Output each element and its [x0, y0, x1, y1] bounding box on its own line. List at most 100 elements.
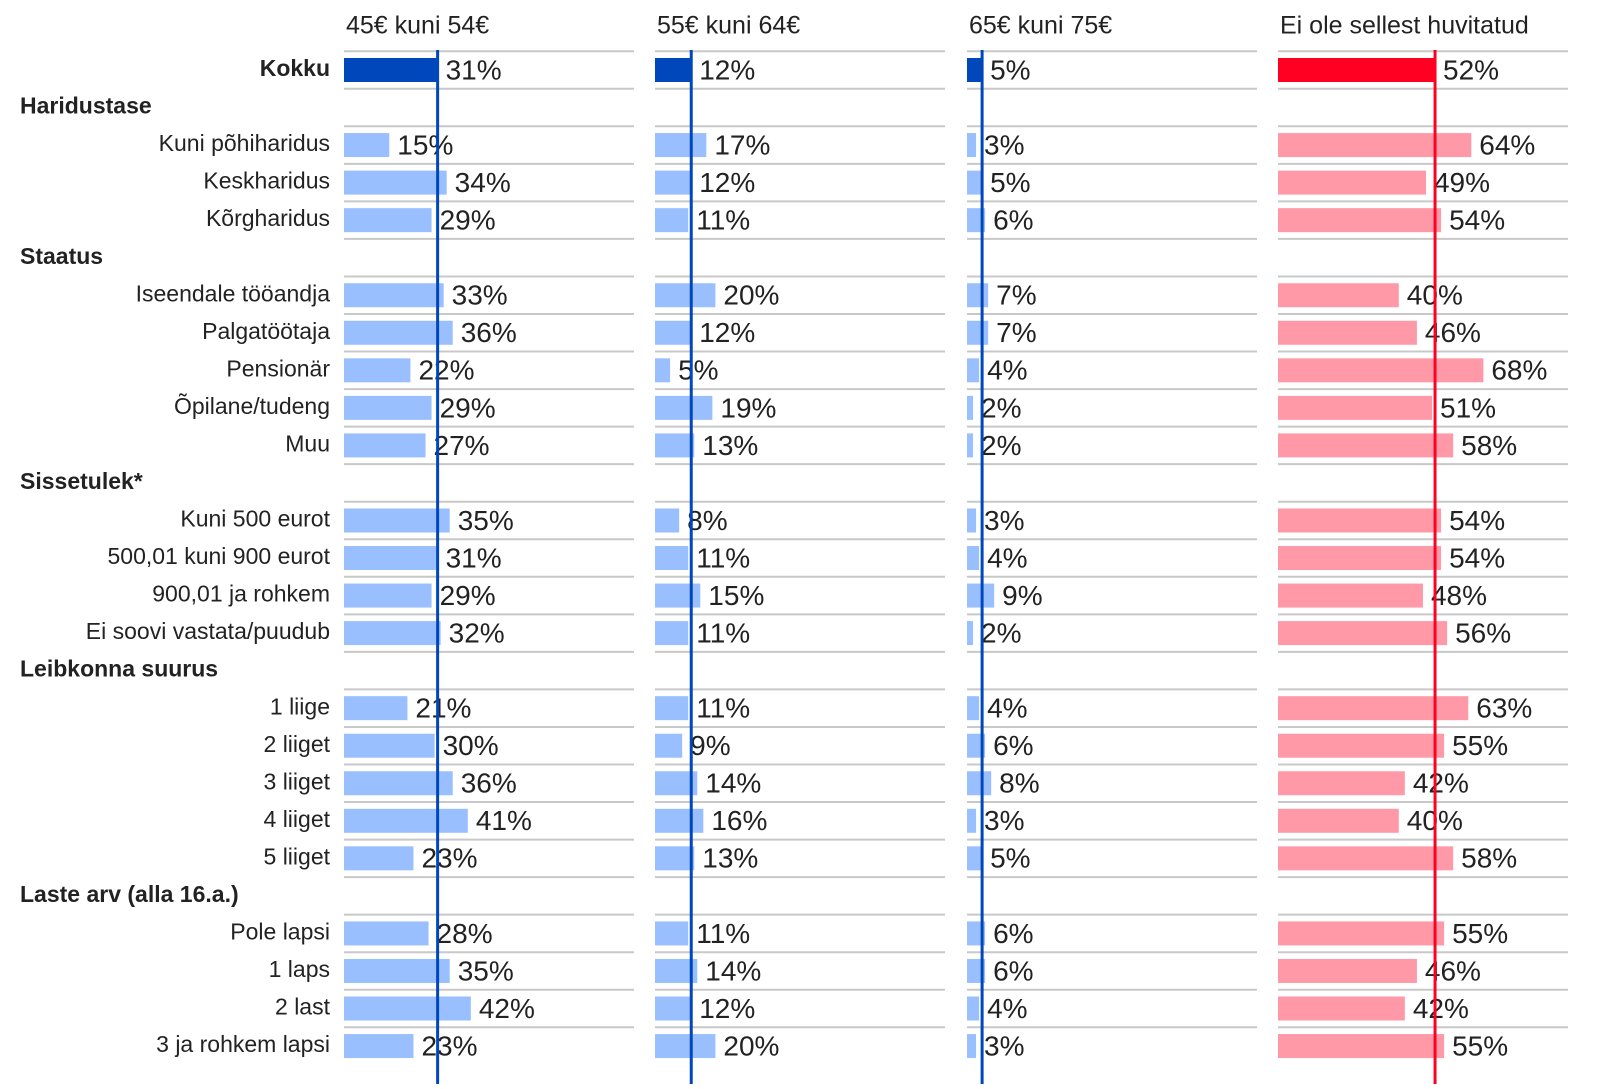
bar-label: 29% [440, 580, 496, 611]
total-bar-label: 52% [1443, 54, 1499, 85]
bar [344, 508, 450, 533]
bar-label: 7% [996, 317, 1036, 348]
category-label: 900,01 ja rohkem [152, 581, 330, 607]
bar-label: 48% [1431, 580, 1487, 611]
bar-label: 13% [702, 843, 758, 874]
bar [655, 921, 689, 946]
bar-label: 3% [984, 1030, 1024, 1061]
bar [1278, 921, 1445, 946]
group-header: Laste arv (alla 16.a.) [20, 881, 239, 907]
bar [344, 133, 390, 158]
bar-label: 33% [452, 280, 508, 311]
total-bar [344, 58, 438, 82]
category-label: 500,01 kuni 900 eurot [107, 543, 330, 569]
category-label: 3 liiget [264, 768, 331, 794]
bar-label: 54% [1449, 205, 1505, 236]
bar [967, 846, 983, 871]
bar-label: 2% [981, 617, 1021, 648]
bar [655, 583, 701, 608]
bar [344, 733, 435, 758]
bar [1278, 621, 1448, 646]
bar [655, 846, 695, 871]
bar-label: 9% [1002, 580, 1042, 611]
bar-label: 5% [990, 843, 1030, 874]
bar-label: 31% [446, 542, 502, 573]
bar-label: 29% [440, 205, 496, 236]
bar-label: 34% [455, 167, 511, 198]
bar-label: 4% [987, 355, 1027, 386]
bar [344, 546, 438, 571]
bar-label: 6% [993, 955, 1033, 986]
bar [344, 395, 432, 420]
bar-label: 4% [987, 993, 1027, 1024]
bar [967, 133, 977, 158]
bar-label: 11% [696, 617, 750, 648]
bar-label: 51% [1440, 392, 1496, 423]
total-bar [967, 58, 983, 82]
category-label: Iseendale tööandja [136, 280, 331, 306]
bar [1278, 696, 1469, 721]
group-header: Haridustase [20, 93, 152, 119]
bar [1278, 508, 1442, 533]
bar [655, 170, 692, 195]
bar [344, 358, 411, 383]
bar [1278, 733, 1445, 758]
bar-label: 14% [705, 768, 761, 799]
bar [655, 546, 689, 571]
bar-label: 68% [1491, 355, 1547, 386]
bar-label: 17% [714, 129, 770, 160]
category-label: Kuni põhiharidus [159, 130, 330, 156]
bar [967, 283, 989, 308]
category-label: Pensionär [226, 355, 330, 381]
bar [655, 621, 689, 646]
category-label: Pole lapsi [230, 918, 330, 944]
category-label: 1 laps [269, 956, 330, 982]
bar-label: 35% [458, 505, 514, 536]
bar-label: 3% [984, 129, 1024, 160]
bar-label: 12% [699, 167, 755, 198]
bar-label: 49% [1434, 167, 1490, 198]
bar-label: 12% [699, 317, 755, 348]
bar [967, 395, 974, 420]
category-label: 4 liiget [264, 806, 331, 832]
bar [1278, 358, 1484, 383]
bar-label: 3% [984, 505, 1024, 536]
bar [967, 1034, 977, 1059]
bar [344, 808, 468, 833]
bar-label: 58% [1461, 430, 1517, 461]
bar-label: 42% [479, 993, 535, 1024]
bar [1278, 208, 1442, 233]
bar-label: 11% [696, 918, 750, 949]
bar [1278, 846, 1454, 871]
bar [1278, 996, 1405, 1021]
bar-label: 22% [418, 355, 474, 386]
category-label: Kõrgharidus [206, 205, 330, 231]
bar [1278, 583, 1423, 608]
bar-label: 9% [690, 730, 730, 761]
bar [344, 320, 453, 345]
bar [344, 958, 450, 983]
bar [1278, 1034, 1445, 1059]
bar-label: 27% [434, 430, 490, 461]
bar [655, 696, 689, 721]
bar-label: 29% [440, 392, 496, 423]
bar [1278, 395, 1433, 420]
bar [344, 583, 432, 608]
bar [1278, 133, 1472, 158]
total-bar-label: 31% [446, 54, 502, 85]
bar-label: 8% [999, 768, 1039, 799]
bar-label: 4% [987, 693, 1027, 724]
bar-label: 11% [696, 693, 750, 724]
series-name: 45€ kuni 54€ [346, 12, 489, 40]
bar-label: 19% [720, 392, 776, 423]
bar [344, 846, 414, 871]
bar [655, 320, 692, 345]
bar-label: 6% [993, 205, 1033, 236]
bar [655, 433, 695, 458]
bar-label: 15% [708, 580, 764, 611]
bar [655, 808, 704, 833]
bar [1278, 283, 1399, 308]
bar-label: 4% [987, 542, 1027, 573]
bar [344, 1034, 414, 1059]
